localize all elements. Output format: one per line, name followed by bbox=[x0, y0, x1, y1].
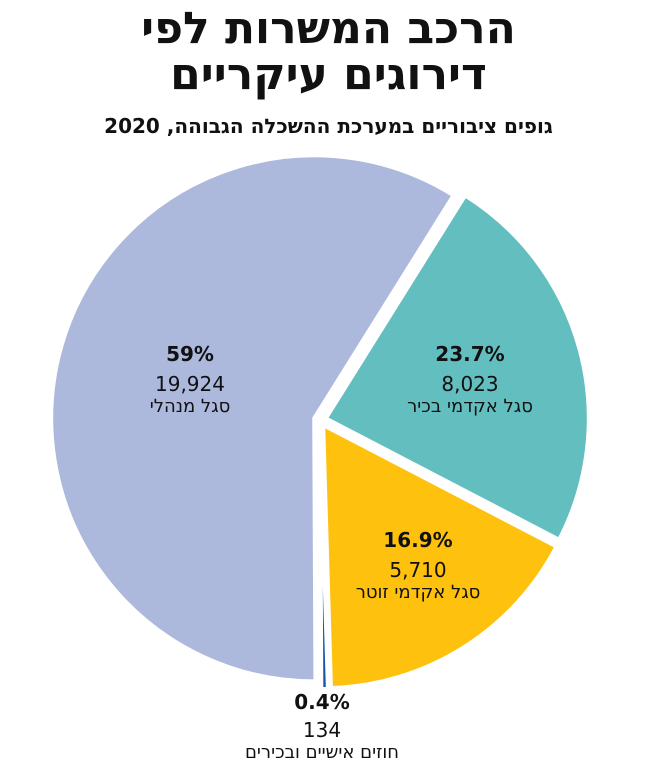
value-label: 5,710 bbox=[389, 558, 447, 582]
percent-label: 16.9% bbox=[383, 528, 453, 552]
chart-title: הרכב המשרות לפי דירוגים עיקריים bbox=[0, 6, 657, 98]
value-label: 8,023 bbox=[441, 372, 499, 396]
percent-label: 0.4% bbox=[294, 690, 350, 714]
category-label: סגל אקדמי בכיר bbox=[407, 396, 533, 417]
category-label: סגל אקדמי זוטר bbox=[355, 582, 481, 603]
title-line-2: דירוגים עיקריים bbox=[170, 49, 487, 100]
value-label: 134 bbox=[302, 718, 342, 742]
slice-contracts bbox=[318, 425, 330, 692]
slice-label-senior-academic: 23.7% 8,023 סגל אקדמי בכיר bbox=[370, 342, 570, 417]
slice-label-junior-academic: 16.9% 5,710 סגל אקדמי זוטר bbox=[318, 528, 518, 603]
chart-subtitle: גופים ציבוריים במערכת ההשכלה הגבוהה, 202… bbox=[104, 114, 553, 138]
title-line-1: הרכב המשרות לפי bbox=[141, 3, 516, 54]
percent-label: 23.7% bbox=[435, 342, 505, 366]
value-label: 19,924 bbox=[155, 372, 225, 396]
slice-label-administrative: 59% 19,924 סגל מנהלי bbox=[90, 342, 290, 417]
category-label: חוזים אישיים ובכירים bbox=[244, 742, 400, 763]
percent-label: 59% bbox=[166, 342, 214, 366]
slice-label-contracts: 0.4% 134 חוזים אישיים ובכירים bbox=[222, 690, 422, 763]
category-label: סגל מנהלי bbox=[149, 396, 231, 417]
slice-senior-academic bbox=[322, 192, 591, 543]
slice-administrative bbox=[49, 153, 457, 684]
slice-junior-academic bbox=[321, 421, 560, 691]
